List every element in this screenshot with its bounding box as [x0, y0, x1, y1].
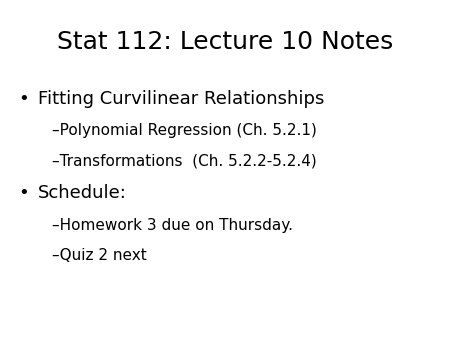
Text: –Transformations  (Ch. 5.2.2-5.2.4): –Transformations (Ch. 5.2.2-5.2.4): [52, 154, 316, 169]
Text: Stat 112: Lecture 10 Notes: Stat 112: Lecture 10 Notes: [57, 30, 393, 54]
Text: –Homework 3 due on Thursday.: –Homework 3 due on Thursday.: [52, 218, 293, 233]
Text: Fitting Curvilinear Relationships: Fitting Curvilinear Relationships: [38, 90, 324, 107]
Text: •: •: [18, 184, 29, 202]
Text: –Quiz 2 next: –Quiz 2 next: [52, 248, 147, 263]
Text: Schedule:: Schedule:: [38, 184, 127, 202]
Text: •: •: [18, 90, 29, 107]
Text: –Polynomial Regression (Ch. 5.2.1): –Polynomial Regression (Ch. 5.2.1): [52, 123, 317, 138]
